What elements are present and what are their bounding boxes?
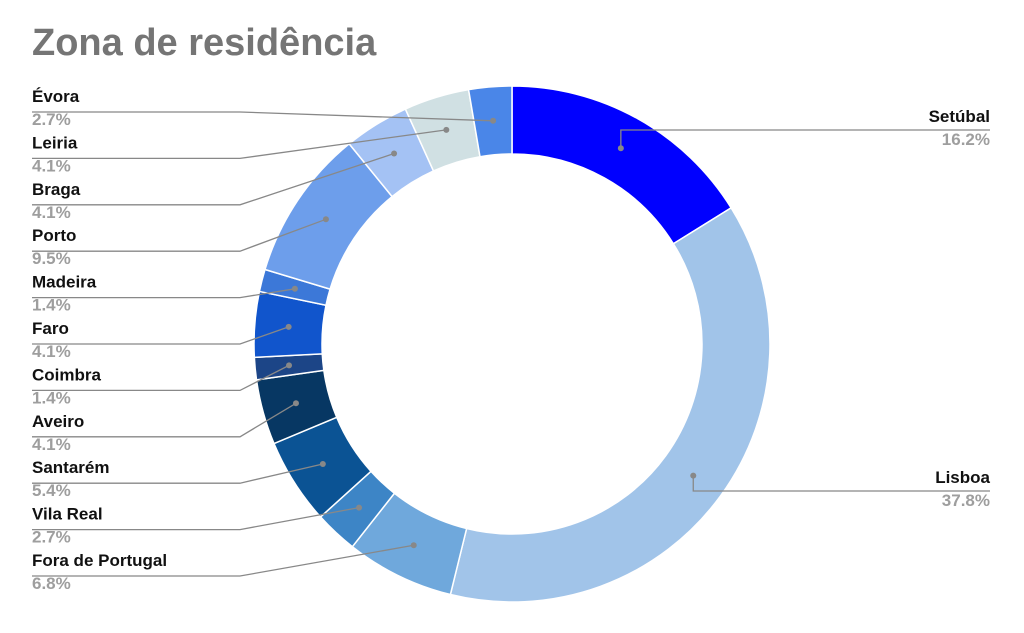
leader-dot-aveiro xyxy=(292,400,299,407)
leader-vila-real xyxy=(32,506,360,531)
label-value-vila-real: 2.7% xyxy=(32,528,71,547)
label-value-lisboa: 37.8% xyxy=(942,491,990,510)
label-name-lisboa: Lisboa xyxy=(935,468,990,487)
leader-dot-setubal xyxy=(617,145,624,152)
leader-aveiro xyxy=(32,402,297,438)
leader-leiria xyxy=(32,129,447,160)
leader-dot-lisboa xyxy=(690,472,697,479)
label-value-madeira: 1.4% xyxy=(32,296,71,315)
leader-santarem xyxy=(32,463,324,484)
label-name-braga: Braga xyxy=(32,180,81,199)
leader-madeira xyxy=(32,288,296,299)
leader-faro xyxy=(32,326,289,345)
slice-setubal xyxy=(511,85,733,245)
leader-dot-fora-de-portugal xyxy=(410,542,417,549)
label-value-fora-de-portugal: 6.8% xyxy=(32,574,71,593)
leader-evora xyxy=(32,111,494,122)
label-value-porto: 9.5% xyxy=(32,249,71,268)
label-value-aveiro: 4.1% xyxy=(32,435,71,454)
label-name-santarem: Santarém xyxy=(32,458,109,477)
leader-dot-evora xyxy=(490,117,497,124)
leader-dot-leiria xyxy=(443,126,450,133)
leader-dot-porto xyxy=(322,216,329,223)
label-name-setubal: Setúbal xyxy=(929,107,990,126)
label-value-braga: 4.1% xyxy=(32,203,71,222)
leader-porto xyxy=(32,218,327,252)
leader-dot-madeira xyxy=(291,285,298,292)
label-name-aveiro: Aveiro xyxy=(32,412,84,431)
leader-braga xyxy=(32,152,395,206)
leader-coimbra xyxy=(32,364,290,392)
label-value-coimbra: 1.4% xyxy=(32,388,71,407)
label-value-santarem: 5.4% xyxy=(32,481,71,500)
leader-dot-vila-real xyxy=(356,504,363,511)
leader-dot-faro xyxy=(285,323,292,330)
chart-title: Zona de residência xyxy=(32,22,377,64)
label-name-coimbra: Coimbra xyxy=(32,365,102,384)
label-name-fora-de-portugal: Fora de Portugal xyxy=(32,551,167,570)
label-name-madeira: Madeira xyxy=(32,273,97,292)
leader-dot-coimbra xyxy=(286,362,293,369)
label-name-vila-real: Vila Real xyxy=(32,505,103,524)
label-name-evora: Évora xyxy=(32,87,80,106)
leader-fora-de-portugal xyxy=(32,544,414,577)
leader-setubal xyxy=(620,129,990,149)
label-name-faro: Faro xyxy=(32,319,69,338)
label-name-leiria: Leiria xyxy=(32,133,78,152)
label-name-porto: Porto xyxy=(32,226,76,245)
slice-lisboa xyxy=(449,206,771,603)
label-value-evora: 2.7% xyxy=(32,110,71,129)
leader-dot-braga xyxy=(391,150,398,157)
label-value-setubal: 16.2% xyxy=(942,130,990,149)
leader-lisboa xyxy=(692,475,990,492)
leader-dot-santarem xyxy=(319,461,326,468)
label-value-leiria: 4.1% xyxy=(32,156,71,175)
label-value-faro: 4.1% xyxy=(32,342,71,361)
